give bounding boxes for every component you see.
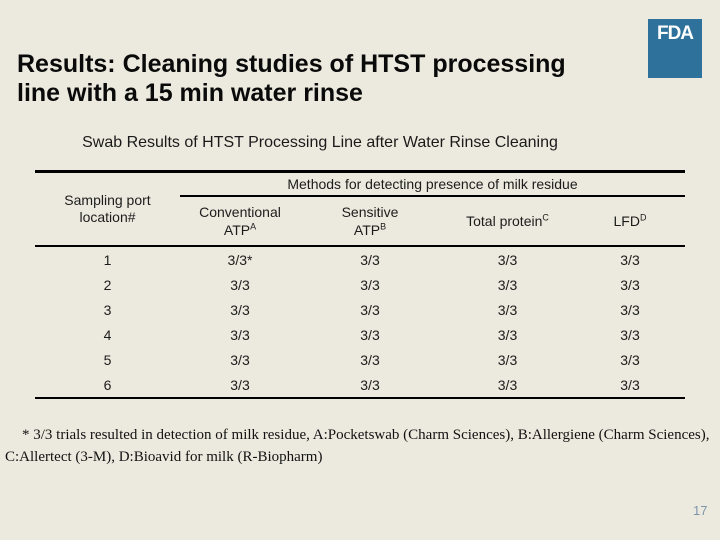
value-cell: 3/3	[620, 351, 640, 368]
slide-title-line2: line with a 15 min water rinse	[17, 79, 363, 107]
table-row: 2 3/3 3/3 3/3 3/3	[35, 272, 685, 297]
value-cell: 3/3	[620, 301, 640, 318]
methods-group-header: Methods for detecting presence of milk r…	[180, 173, 685, 197]
method-header-line: ATPA	[223, 221, 257, 238]
page-number: 17	[693, 503, 708, 518]
port-cell: 2	[103, 276, 112, 293]
table-row: 3 3/3 3/3 3/3 3/3	[35, 297, 685, 322]
port-cell: 4	[103, 326, 112, 343]
value-cell: 3/3	[230, 351, 250, 368]
slide-title-line1: Results: Cleaning studies of HTST proces…	[17, 50, 566, 78]
port-cell: 6	[103, 376, 112, 393]
value-cell: 3/3	[620, 326, 640, 343]
method-footnote-letter: C	[542, 212, 549, 223]
column-header-sampling-port: Sampling port location#	[35, 173, 180, 245]
sampling-port-label-line1: Sampling port	[64, 192, 151, 208]
value-cell: 3/3	[497, 351, 518, 368]
table-caption: Swab Results of HTST Processing Line aft…	[82, 134, 558, 151]
value-cell: 3/3	[360, 326, 380, 343]
value-cell: 3/3	[620, 276, 640, 293]
table-header: Sampling port location# Methods for dete…	[35, 173, 685, 247]
method-header-cell: Sensitive ATPB	[300, 197, 440, 245]
fda-logo-text: FDA	[656, 23, 694, 44]
table-row: 6 3/3 3/3 3/3 3/3	[35, 372, 685, 397]
footnote: * 3/3 trials resulted in detection of mi…	[5, 427, 710, 465]
value-cell: 3/3	[230, 376, 250, 393]
method-footnote-letter: A	[250, 221, 257, 232]
value-cell: 3/3	[497, 251, 518, 268]
fda-logo: FDA	[648, 19, 702, 78]
method-footnote-letter: B	[380, 221, 387, 232]
port-cell: 1	[103, 251, 112, 268]
value-cell: 3/3	[360, 251, 380, 268]
value-cell: 3/3	[497, 326, 518, 343]
table-body: 1 3/3* 3/3 3/3 3/3 2 3/3 3/3 3/3 3/3 3 3/3 3/3 3/3 3/3…	[35, 247, 685, 399]
results-table: Sampling port location# Methods for dete…	[35, 170, 685, 399]
value-cell: 3/3	[620, 251, 640, 268]
value-cell: 3/3	[230, 276, 250, 293]
method-header-line: Sensitive	[341, 204, 399, 220]
method-header-cell: LFDD	[575, 197, 685, 245]
method-header-line: Total proteinC	[466, 212, 549, 229]
table-row: 4 3/3 3/3 3/3 3/3	[35, 322, 685, 347]
table-row: 5 3/3 3/3 3/3 3/3	[35, 347, 685, 372]
slide-title: Results: Cleaning studies of HTST proces…	[17, 50, 657, 108]
method-header-line: ATPB	[353, 221, 387, 238]
value-cell: 3/3	[230, 326, 250, 343]
value-cell: 3/3	[360, 301, 380, 318]
value-cell: 3/3	[360, 351, 380, 368]
table-row: 1 3/3* 3/3 3/3 3/3	[35, 247, 685, 272]
port-cell: 5	[103, 351, 112, 368]
value-cell: 3/3	[497, 376, 518, 393]
method-header-cell: Conventional ATPA	[180, 197, 300, 245]
method-header-line: Conventional	[199, 204, 281, 220]
method-footnote-letter: D	[639, 212, 647, 223]
value-cell: 3/3	[360, 276, 380, 293]
value-cell: 3/3	[497, 276, 518, 293]
value-cell: 3/3	[497, 301, 518, 318]
value-cell: 3/3	[360, 376, 380, 393]
value-cell: 3/3*	[227, 251, 253, 268]
method-header-line: LFDD	[613, 212, 647, 229]
value-cell: 3/3	[230, 301, 250, 318]
value-cell: 3/3	[620, 376, 640, 393]
method-header-cell: Total proteinC	[440, 197, 575, 245]
port-cell: 3	[103, 301, 112, 318]
sampling-port-label-line2: location#	[79, 209, 136, 225]
